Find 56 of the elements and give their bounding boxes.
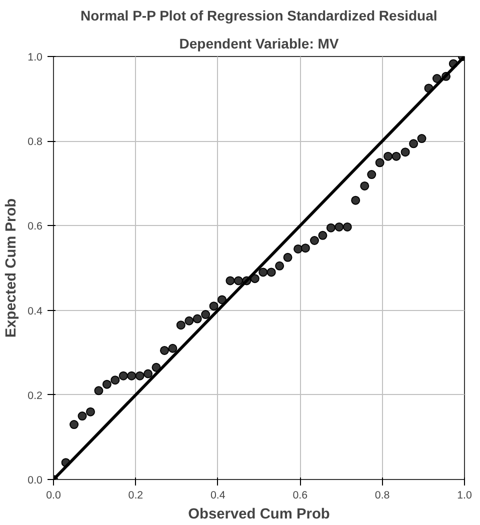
x-tick-label: 0.2 (128, 490, 144, 502)
point (392, 152, 401, 161)
point (334, 222, 344, 232)
point (294, 244, 303, 254)
point (400, 148, 410, 157)
point (275, 261, 284, 270)
point (432, 74, 442, 83)
point (283, 252, 292, 262)
y-tick-label: 1.0 (28, 52, 43, 64)
chart-subtitle: Dependent Variable: MV (179, 36, 340, 52)
point (234, 276, 243, 286)
point (135, 371, 144, 380)
point (409, 139, 418, 148)
point (258, 268, 268, 277)
x-tick-label: 0.4 (210, 490, 226, 502)
point (160, 346, 169, 355)
y-axis-title: Expected Cum Prob (4, 198, 20, 338)
x-tick-label: 0.0 (46, 490, 61, 502)
y-tick-label: 0.2 (28, 390, 43, 402)
point (351, 196, 360, 205)
point (192, 314, 202, 324)
x-tick-label: 1.0 (457, 490, 472, 502)
point (94, 386, 104, 396)
x-axis-title: Observed Cum Prob (188, 506, 330, 522)
point (168, 344, 178, 353)
point (342, 222, 352, 232)
point (226, 276, 235, 286)
y-tick-label: 0.8 (28, 136, 43, 148)
point (127, 371, 136, 380)
point (78, 412, 87, 421)
point (201, 310, 210, 320)
point (176, 320, 186, 330)
point (110, 376, 120, 385)
point (184, 316, 194, 326)
x-tick-label: 0.8 (374, 490, 390, 502)
point (360, 181, 370, 190)
point (118, 371, 128, 380)
point (144, 369, 153, 378)
point (318, 230, 328, 240)
chart-title: Normal P-P Plot of Regression Standardized Residual (80, 8, 438, 24)
point (102, 380, 112, 389)
point (375, 158, 384, 168)
point (266, 268, 276, 277)
point (310, 236, 319, 245)
point (384, 152, 393, 161)
point (417, 134, 426, 144)
y-tick-label: 0.6 (28, 220, 43, 233)
point (326, 223, 336, 232)
x-tick-label: 0.6 (292, 490, 308, 502)
point (300, 244, 310, 253)
y-tick-label: 0.0 (28, 474, 43, 486)
point (70, 420, 79, 429)
point (86, 407, 95, 416)
y-tick-label: 0.4 (28, 305, 43, 318)
point (209, 302, 218, 311)
point (367, 170, 376, 180)
